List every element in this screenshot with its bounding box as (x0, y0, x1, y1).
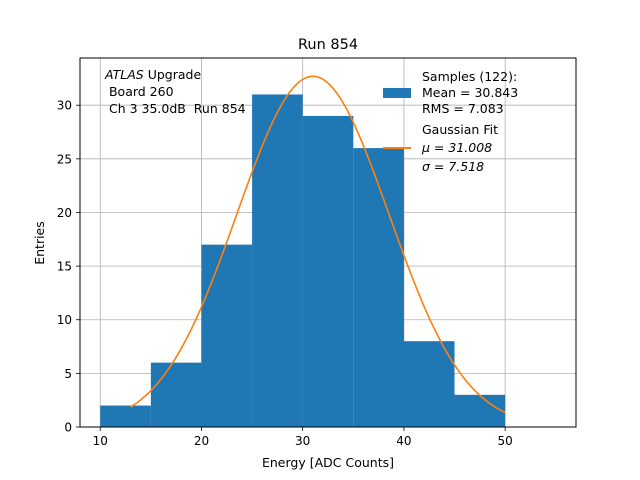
legend-samples-mean: Mean = 30.843 (422, 85, 518, 100)
annotation-box: ATLAS Upgrade Board 260 Ch 3 35.0dB Run … (104, 67, 246, 116)
x-tick-label: 10 (93, 434, 108, 448)
legend: Samples (122): Mean = 30.843 RMS = 7.083… (383, 69, 518, 174)
legend-fit-title: Gaussian Fit (422, 122, 498, 137)
x-tick-label: 50 (498, 434, 513, 448)
histogram-bar (252, 94, 303, 427)
gaussian-fit (130, 75, 506, 414)
y-tick-label: 25 (57, 152, 72, 166)
y-tick-label: 0 (64, 421, 72, 435)
x-tick-label: 20 (194, 434, 209, 448)
annotation-line-3: Ch 3 35.0dB Run 854 (105, 101, 246, 116)
histogram-bar (100, 405, 151, 427)
annotation-atlas: ATLAS (104, 67, 144, 82)
y-tick-label: 30 (57, 99, 72, 113)
histogram-bar (403, 341, 455, 427)
y-axis-label: Entries (32, 221, 47, 265)
annotation-upgrade: Upgrade (144, 67, 202, 82)
histogram-bar (302, 115, 354, 428)
annotation-line-2: Board 260 (105, 84, 174, 99)
y-tick-label: 20 (57, 206, 72, 220)
legend-samples-title: Samples (122): (422, 69, 517, 84)
axis-ticks: 10 20 30 40 50 0 5 10 15 20 25 30 (57, 99, 513, 448)
y-tick-label: 5 (64, 367, 72, 381)
legend-samples-rms: RMS = 7.083 (422, 101, 504, 116)
gaussian-fit-curve (130, 75, 506, 414)
plot-frame (79, 57, 577, 428)
annotation-line-1: ATLAS Upgrade (104, 67, 201, 82)
x-tick-label: 30 (295, 434, 310, 448)
legend-fit-sigma: σ = 7.518 (422, 159, 484, 174)
legend-samples-swatch (383, 88, 411, 98)
histogram-bar (454, 394, 506, 427)
histogram-bar (201, 244, 253, 427)
legend-fit-mu: μ = 31.008 (421, 140, 492, 155)
x-axis-label: Energy [ADC Counts] (262, 455, 394, 470)
y-tick-label: 15 (57, 260, 72, 274)
histogram-bar (353, 148, 404, 427)
x-tick-label: 40 (396, 434, 411, 448)
chart-title: Run 854 (298, 37, 358, 53)
y-tick-label: 10 (57, 313, 72, 327)
histogram-bar (150, 362, 202, 427)
